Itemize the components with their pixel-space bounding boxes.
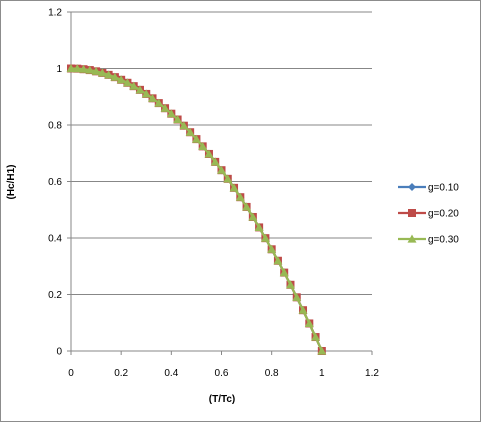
- x-tick-label: 0: [68, 368, 74, 379]
- axes: [67, 11, 373, 355]
- data-point-g-0-30: [104, 70, 114, 79]
- data-point-g-0-30: [135, 85, 145, 94]
- y-tick-label: 0: [56, 347, 62, 358]
- y-tick-label: 1.2: [48, 8, 62, 19]
- data-point-g-0-30: [311, 332, 321, 341]
- y-tick-label: 0.2: [48, 290, 62, 301]
- y-tick-label: 0.6: [48, 177, 62, 188]
- data-point-g-0-30: [204, 149, 214, 158]
- data-point-g-0-30: [317, 346, 327, 355]
- x-tick-label: 0.2: [114, 368, 128, 379]
- legend-marker-g-0-30: [407, 234, 417, 243]
- data-point-g-0-30: [154, 98, 164, 107]
- legend-label-g-0-10: g=0.10: [428, 183, 459, 194]
- data-point-g-0-30: [248, 212, 258, 221]
- data-point-g-0-30: [273, 256, 283, 265]
- series-line-g-0-30: [70, 67, 323, 352]
- y-tick-labels: 0 0.2 0.4 0.6 0.8 1 1.2: [48, 8, 62, 358]
- x-tick-labels: 0 0.2 0.4 0.6 0.8 1 1.2: [68, 368, 379, 379]
- data-point-g-0-30: [229, 183, 239, 192]
- data-point-g-0-30: [260, 233, 270, 242]
- data-point-g-0-30: [198, 141, 208, 150]
- data-point-g-0-30: [141, 89, 151, 98]
- y-axis-title: (Hc/H1): [6, 164, 17, 199]
- y-tick-label: 1: [56, 64, 62, 75]
- legend-label-g-0-30: g=0.30: [428, 235, 459, 246]
- legend-marker-g-0-10: [408, 183, 416, 191]
- data-point-g-0-30: [85, 65, 95, 74]
- legend-marker-g-0-20: [408, 209, 416, 217]
- data-point-g-0-30: [79, 64, 89, 73]
- data-point-g-0-30: [122, 78, 132, 87]
- data-point-g-0-30: [298, 305, 308, 314]
- data-point-g-0-30: [217, 165, 226, 174]
- data-point-g-0-30: [279, 268, 289, 277]
- data-point-g-0-30: [210, 157, 220, 166]
- y-tick-label: 0.8: [48, 121, 62, 132]
- data-point-g-0-30: [97, 68, 107, 77]
- data-point-g-0-30: [166, 109, 176, 118]
- data-point-g-0-30: [173, 115, 183, 124]
- plot-series: [66, 64, 327, 355]
- data-point-g-0-30: [304, 318, 314, 328]
- data-point-g-0-30: [160, 103, 170, 112]
- data-point-g-0-30: [91, 66, 101, 75]
- legend-label-g-0-20: g=0.20: [428, 209, 459, 220]
- legend: g=0.10 g=0.20 g=0.30: [398, 183, 459, 246]
- data-point-g-0-30: [66, 64, 76, 73]
- data-point-g-0-30: [267, 244, 277, 253]
- data-point-g-0-30: [72, 64, 82, 73]
- x-tick-label: 1.2: [365, 368, 379, 379]
- x-axis-title: (T/Tc): [209, 394, 235, 405]
- x-tick-label: 0.8: [265, 368, 279, 379]
- data-point-g-0-30: [129, 81, 139, 90]
- data-point-g-0-30: [292, 292, 302, 301]
- data-point-g-0-30: [110, 72, 120, 81]
- data-point-g-0-30: [223, 174, 233, 183]
- x-tick-label: 0.6: [215, 368, 229, 379]
- x-tick-label: 1: [319, 368, 325, 379]
- data-point-g-0-30: [285, 280, 295, 289]
- data-point-g-0-30: [116, 75, 126, 84]
- data-point-g-0-30: [185, 127, 195, 136]
- data-point-g-0-30: [254, 222, 264, 232]
- data-point-g-0-30: [191, 134, 201, 143]
- data-point-g-0-30: [242, 202, 252, 211]
- gridlines: [71, 11, 372, 295]
- series-line-g-0-10: [70, 67, 323, 352]
- y-tick-label: 0.4: [48, 234, 62, 245]
- data-point-g-0-30: [179, 121, 189, 130]
- series-line-g-0-20: [70, 67, 323, 352]
- x-tick-label: 0.4: [164, 368, 178, 379]
- data-point-g-0-30: [148, 93, 158, 102]
- data-point-g-0-30: [235, 192, 245, 201]
